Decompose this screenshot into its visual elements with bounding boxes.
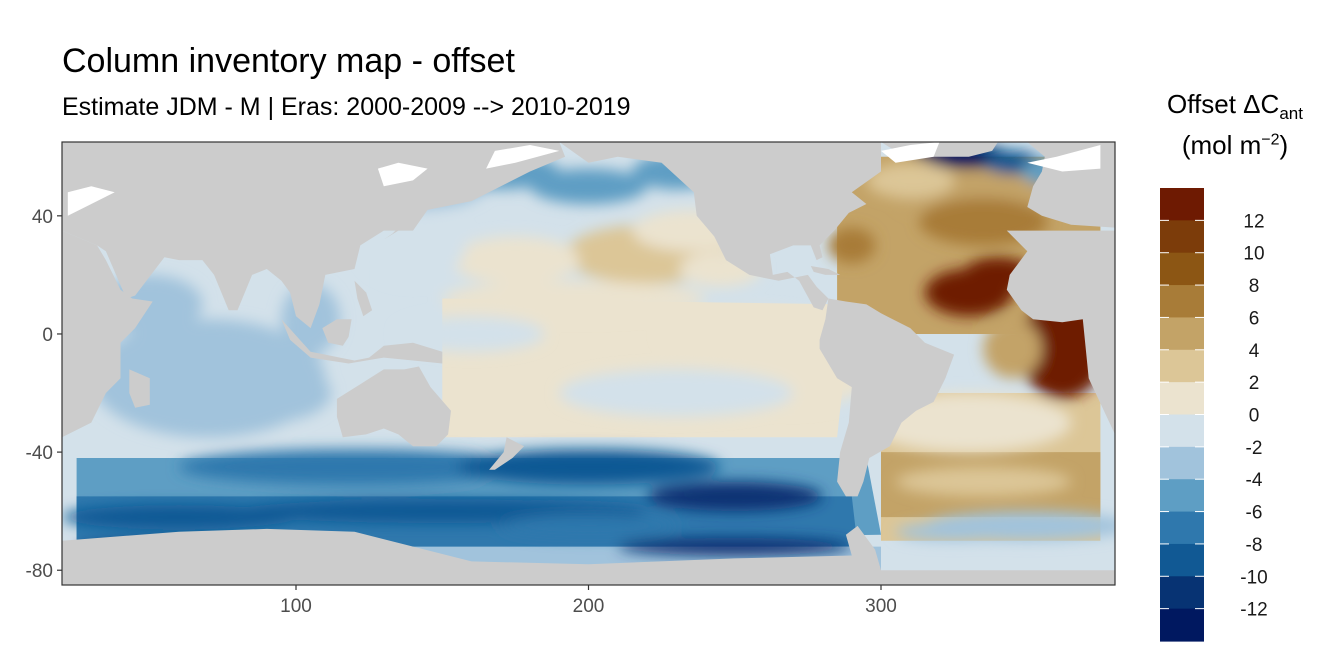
- legend-label: -4: [1246, 470, 1263, 491]
- legend-label: 12: [1243, 211, 1264, 232]
- legend-unit-close: ): [1279, 129, 1289, 160]
- legend-title-sub: ant: [1279, 104, 1303, 124]
- land-japan: [383, 201, 428, 240]
- legend-label: 2: [1249, 373, 1260, 394]
- ocean-patch: [500, 514, 677, 538]
- ocean-patch: [895, 522, 1013, 541]
- legend-swatch: [1160, 511, 1204, 545]
- legend-unit-exp: −2: [1261, 131, 1280, 149]
- legend-label: -2: [1246, 438, 1263, 459]
- ocean-patch: [828, 227, 876, 264]
- land-new-zealand: [489, 437, 525, 470]
- legend-swatch: [1160, 446, 1204, 480]
- legend-label: -12: [1240, 600, 1267, 621]
- missing-data-patch: [881, 142, 940, 163]
- legend-label: -10: [1240, 567, 1267, 588]
- legend-label: 8: [1249, 276, 1260, 297]
- legend-unit: (mol m: [1181, 129, 1262, 160]
- legend-swatch: [1160, 188, 1204, 221]
- legend-swatch: [1160, 479, 1204, 513]
- ocean-patch: [559, 369, 794, 417]
- x-tick-label: 200: [573, 596, 605, 617]
- land-philippines: [354, 280, 373, 317]
- y-tick-label: 0: [42, 325, 53, 346]
- ocean-patch: [647, 481, 823, 512]
- legend-swatch: [1160, 349, 1204, 383]
- land-south-america: [819, 298, 955, 497]
- land-indonesia-1: [281, 319, 443, 364]
- ocean-patch: [983, 319, 1042, 379]
- ocean-patch: [451, 236, 580, 284]
- missing-data-patch: [1027, 145, 1101, 172]
- legend-label: 0: [1249, 406, 1260, 427]
- legend-title: Offset ΔCant (mol m−2): [1150, 86, 1320, 165]
- legend-label: 6: [1249, 308, 1260, 329]
- missing-data-patch: [67, 186, 115, 216]
- legend-swatch: [1160, 414, 1204, 448]
- legend-label: -6: [1246, 503, 1263, 524]
- land-australia: [336, 366, 451, 447]
- land-africa-west: [62, 230, 153, 438]
- y-tick-label: -80: [26, 561, 53, 582]
- missing-data-patch: [486, 145, 560, 169]
- ocean-patch: [895, 466, 1072, 497]
- land-asia: [62, 142, 566, 329]
- missing-data-patch: [377, 162, 428, 187]
- ocean-patch: [442, 280, 706, 317]
- ocean-patch: [866, 162, 955, 199]
- ocean-patch: [62, 505, 296, 529]
- legend-swatch: [1160, 220, 1204, 254]
- legend-swatch: [1160, 608, 1204, 642]
- legend-swatch: [1160, 317, 1204, 351]
- chart-title: Column inventory map - offset: [62, 42, 515, 80]
- legend-swatch: [1160, 285, 1204, 319]
- legend-swatch: [1160, 252, 1204, 286]
- legend-label: -8: [1246, 535, 1263, 556]
- x-tick-label: 100: [280, 596, 312, 617]
- land-africa-east: [1006, 230, 1115, 435]
- ocean-patch: [661, 310, 838, 358]
- land-antarctica: [62, 525, 1115, 585]
- map-panel: [62, 142, 1115, 585]
- y-tick-label: 40: [32, 207, 53, 228]
- ocean-patch: [398, 316, 545, 352]
- continents: [62, 142, 1115, 585]
- ocean-patch: [530, 168, 647, 204]
- ocean-patch: [617, 537, 852, 556]
- legend-swatch: [1160, 382, 1204, 416]
- ocean-patch: [456, 449, 721, 485]
- chart-subtitle: Estimate JDM - M | Eras: 2000-2009 --> 2…: [62, 93, 631, 121]
- land-madagascar: [129, 369, 150, 408]
- legend-swatch: [1160, 543, 1204, 577]
- y-tick-label: -40: [26, 443, 53, 464]
- land-cuba: [810, 266, 841, 275]
- ocean-patch: [179, 449, 530, 485]
- legend-swatch: [1160, 576, 1204, 610]
- legend-title-main: Offset ΔC: [1167, 89, 1280, 119]
- ocean-gradients: [62, 142, 1115, 559]
- land-north-america: [559, 142, 881, 311]
- land-borneo: [322, 319, 352, 346]
- legend: 12 10 8 6 4 2 0 -2 -4 -6 -8 -10 -12: [1160, 188, 1268, 642]
- x-tick-label: 300: [865, 596, 897, 617]
- legend-label: 4: [1249, 341, 1260, 362]
- legend-label: 10: [1243, 244, 1264, 265]
- ocean-patch: [202, 363, 332, 423]
